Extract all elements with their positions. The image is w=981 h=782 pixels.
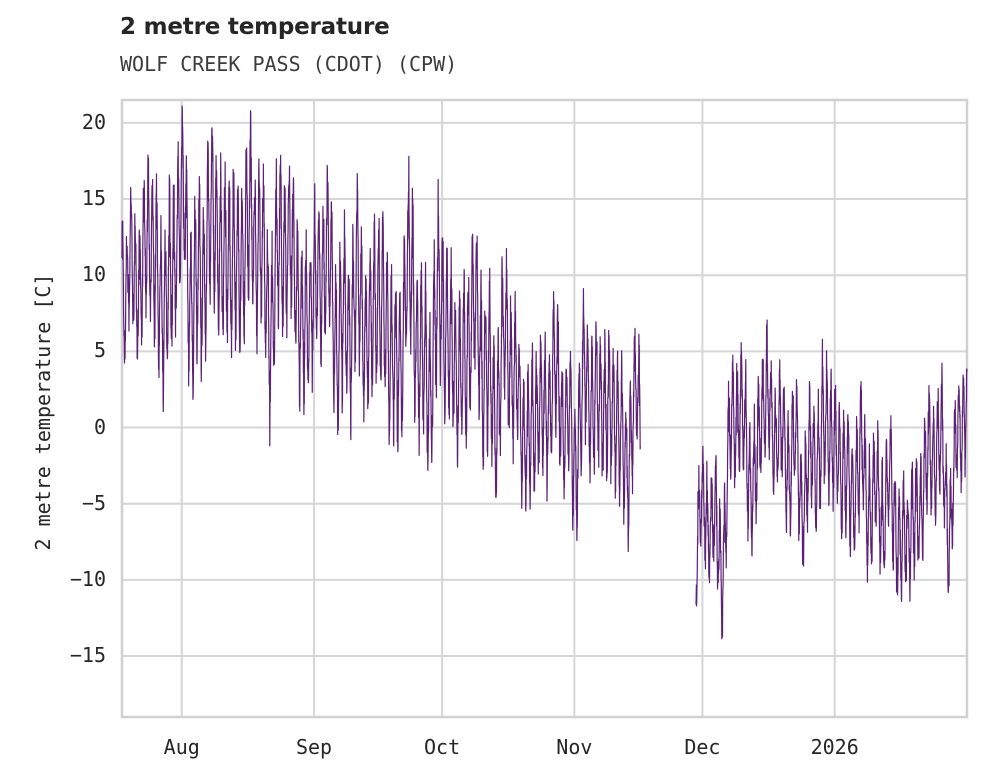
- y-tick-label: 5: [93, 338, 106, 363]
- y-tick-label: 15: [81, 186, 106, 211]
- x-tick-label: Aug: [163, 735, 200, 759]
- x-tick-label: Nov: [556, 735, 593, 759]
- y-tick-label: −5: [81, 490, 106, 515]
- x-tick-label: Oct: [424, 735, 461, 759]
- data-series: [121, 105, 968, 640]
- x-tick-label: Sep: [295, 735, 333, 759]
- y-tick-label: −15: [69, 643, 106, 668]
- temperature-line: [695, 319, 968, 640]
- y-tick-label: 10: [81, 262, 106, 287]
- chart-subtitle: WOLF CREEK PASS (CDOT) (CPW): [120, 52, 458, 76]
- y-tick-label: 0: [93, 414, 106, 439]
- x-tick-label: 2026: [810, 735, 859, 759]
- x-tick-label: Dec: [684, 735, 721, 759]
- y-tick-label: 20: [81, 109, 106, 134]
- chart-title: 2 metre temperature: [120, 14, 390, 40]
- y-tick-label: −10: [69, 566, 106, 591]
- temperature-line: [121, 105, 641, 553]
- plot-border: [120, 98, 969, 719]
